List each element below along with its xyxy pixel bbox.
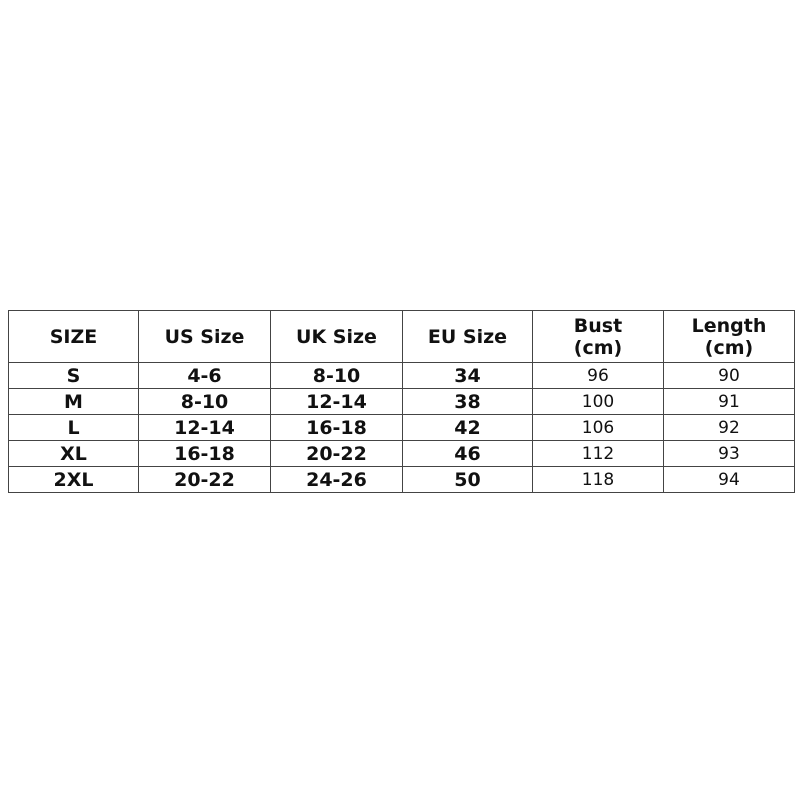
- cell-us-size: 16-18: [138, 440, 271, 467]
- header-eu-size: EU Size: [402, 310, 533, 363]
- cell-uk-size: 24-26: [270, 466, 403, 493]
- cell-eu-size: 38: [402, 388, 533, 415]
- cell-size: M: [8, 388, 139, 415]
- cell-eu-size: 34: [402, 362, 533, 389]
- cell-length: 91: [663, 388, 795, 415]
- cell-bust: 118: [532, 466, 664, 493]
- table-row: 2XL 20-22 24-26 50 118 94: [8, 466, 795, 493]
- cell-length: 93: [663, 440, 795, 467]
- cell-uk-size: 12-14: [270, 388, 403, 415]
- cell-eu-size: 46: [402, 440, 533, 467]
- header-bust: Bust (cm): [532, 310, 664, 363]
- cell-bust: 106: [532, 414, 664, 441]
- table-row: S 4-6 8-10 34 96 90: [8, 362, 795, 389]
- cell-uk-size: 16-18: [270, 414, 403, 441]
- cell-bust: 112: [532, 440, 664, 467]
- cell-eu-size: 42: [402, 414, 533, 441]
- cell-size: 2XL: [8, 466, 139, 493]
- cell-us-size: 8-10: [138, 388, 271, 415]
- header-uk-size: UK Size: [270, 310, 403, 363]
- cell-bust: 100: [532, 388, 664, 415]
- header-us-size: US Size: [138, 310, 271, 363]
- cell-size: XL: [8, 440, 139, 467]
- table-row: XL 16-18 20-22 46 112 93: [8, 440, 795, 467]
- cell-us-size: 20-22: [138, 466, 271, 493]
- cell-eu-size: 50: [402, 466, 533, 493]
- cell-size: L: [8, 414, 139, 441]
- cell-us-size: 12-14: [138, 414, 271, 441]
- cell-us-size: 4-6: [138, 362, 271, 389]
- cell-uk-size: 20-22: [270, 440, 403, 467]
- cell-uk-size: 8-10: [270, 362, 403, 389]
- header-length: Length (cm): [663, 310, 795, 363]
- table-row: L 12-14 16-18 42 106 92: [8, 414, 795, 441]
- size-chart-table: SIZE US Size UK Size EU Size Bust (cm) L…: [8, 310, 795, 493]
- cell-bust: 96: [532, 362, 664, 389]
- cell-size: S: [8, 362, 139, 389]
- header-size: SIZE: [8, 310, 139, 363]
- table-row: M 8-10 12-14 38 100 91: [8, 388, 795, 415]
- cell-length: 92: [663, 414, 795, 441]
- cell-length: 94: [663, 466, 795, 493]
- cell-length: 90: [663, 362, 795, 389]
- header-row: SIZE US Size UK Size EU Size Bust (cm) L…: [8, 310, 795, 363]
